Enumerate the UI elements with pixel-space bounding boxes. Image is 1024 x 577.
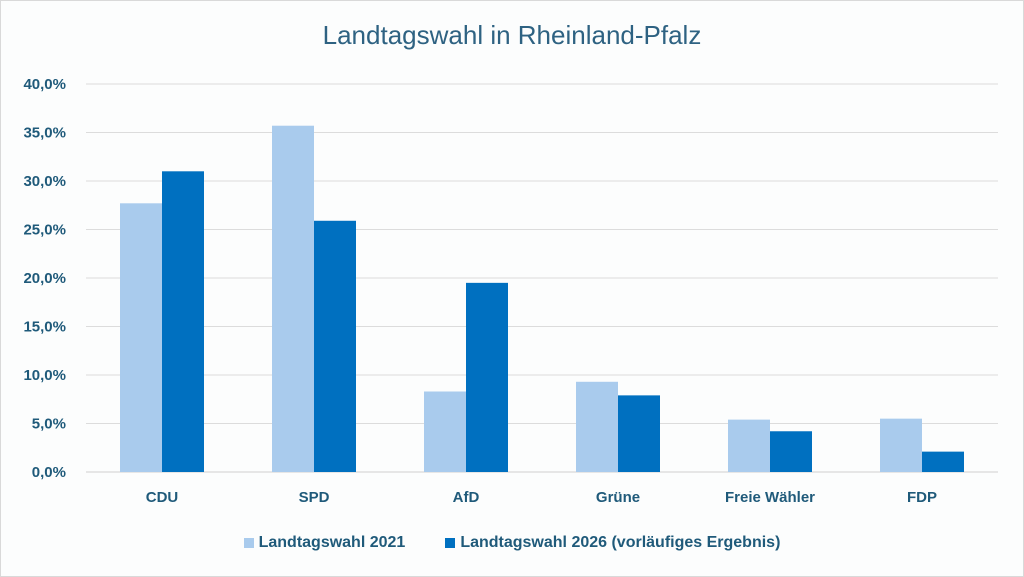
gridlines <box>86 83 998 473</box>
bar-cdu-2026 <box>162 171 204 473</box>
bar-cdu-2021 <box>120 203 162 472</box>
bar-freie-wähler-2021 <box>728 419 770 472</box>
bar-afd-2021 <box>424 391 466 472</box>
y-tick-label: 5,0% <box>32 416 66 433</box>
x-tick-label: Grüne <box>596 489 640 506</box>
y-tick-label: 25,0% <box>23 222 66 239</box>
y-tick-label: 30,0% <box>23 173 66 190</box>
y-axis-ticks: 0,0% 5,0% 10,0% 15,0% 20,0% 25,0% 30,0% 35,0% 40… <box>23 76 66 481</box>
legend-item-2021: Landtagswahl 2021 <box>243 534 406 552</box>
bars <box>120 125 964 473</box>
x-axis-ticks: CDU SPD AfD Grüne Freie Wähler FDP <box>146 489 937 506</box>
bar-freie-wähler-2026 <box>770 431 812 472</box>
x-tick-label: AfD <box>453 489 480 506</box>
chart-title: Landtagswahl in Rheinland-Pfalz <box>322 20 702 50</box>
bar-afd-2026 <box>466 282 508 472</box>
y-tick-label: 40,0% <box>23 76 66 93</box>
x-tick-label: Freie Wähler <box>725 489 815 506</box>
legend-label-2021: Landtagswahl 2021 <box>258 534 406 551</box>
bar-grüne-2021 <box>576 381 618 472</box>
bar-spd-2026 <box>314 220 356 472</box>
x-tick-label: SPD <box>299 489 330 506</box>
legend-item-2026: Landtagswahl 2026 (vorläufiges Ergebnis) <box>445 534 780 552</box>
bar-grüne-2026 <box>618 395 660 472</box>
bar-spd-2021 <box>272 125 314 473</box>
legend-label-2026: Landtagswahl 2026 (vorläufiges Ergebnis) <box>460 534 781 551</box>
y-tick-label: 0,0% <box>32 464 66 481</box>
x-tick-label: FDP <box>907 489 937 506</box>
legend-swatch-2026 <box>445 538 456 548</box>
y-tick-label: 10,0% <box>23 367 66 384</box>
bar-fdp-2026 <box>922 451 964 472</box>
y-tick-label: 15,0% <box>23 319 66 336</box>
y-tick-label: 20,0% <box>23 270 66 287</box>
legend: Landtagswahl 2021 Landtagswahl 2026 (vor… <box>0 534 1024 552</box>
y-tick-label: 35,0% <box>23 125 66 142</box>
legend-swatch-2021 <box>243 538 254 548</box>
bar-fdp-2021 <box>880 418 922 472</box>
x-tick-label: CDU <box>146 489 179 506</box>
